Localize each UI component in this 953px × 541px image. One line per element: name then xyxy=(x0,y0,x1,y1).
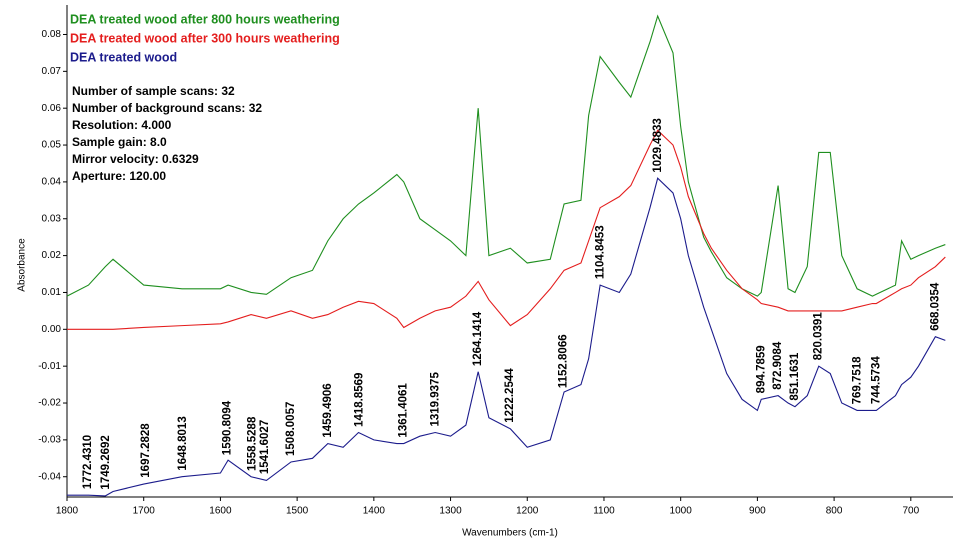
x-tick-label: 1600 xyxy=(209,506,232,517)
scan-info: Resolution: 4.000 xyxy=(72,118,172,132)
y-tick-label: 0.01 xyxy=(42,287,62,298)
peak-label: 894.7859 xyxy=(755,345,767,393)
x-tick-label: 1500 xyxy=(286,506,309,517)
x-tick-label: 800 xyxy=(826,506,843,517)
legend-entry: DEA treated wood after 800 hours weather… xyxy=(70,12,340,26)
peak-label: 1418.8569 xyxy=(353,373,365,427)
peak-label: 1648.8013 xyxy=(177,416,189,470)
peak-label: 1459.4906 xyxy=(322,383,334,437)
peak-label: 872.9084 xyxy=(772,341,784,390)
spectrum-line xyxy=(67,129,946,330)
peak-label: 1697.2828 xyxy=(140,423,152,478)
peak-label: 851.1631 xyxy=(789,352,801,401)
y-tick-label: 0.02 xyxy=(42,250,62,261)
y-axis-label: Absorbance xyxy=(17,238,28,292)
peak-label: 820.0391 xyxy=(813,312,825,361)
y-tick-label: -0.02 xyxy=(38,398,61,409)
legend-entry: DEA treated wood xyxy=(70,50,177,64)
x-tick-label: 700 xyxy=(902,506,919,517)
scan-info: Number of sample scans: 32 xyxy=(72,84,235,98)
peak-label: 1772.4310 xyxy=(82,435,94,489)
y-tick-label: -0.03 xyxy=(38,435,61,446)
peak-label: 1222.2544 xyxy=(504,368,516,423)
y-tick-label: -0.04 xyxy=(38,471,61,482)
x-tick-label: 900 xyxy=(749,506,766,517)
peak-label: 769.7518 xyxy=(851,356,863,405)
peak-label: 1541.6027 xyxy=(259,420,271,474)
y-tick-label: 0.05 xyxy=(42,140,62,151)
y-tick-label: 0.08 xyxy=(42,29,62,40)
scan-info: Aperture: 120.00 xyxy=(72,169,166,183)
y-tick-label: 0.00 xyxy=(42,324,62,335)
x-axis-label: Wavenumbers (cm-1) xyxy=(462,528,558,539)
peak-label: 1508.0057 xyxy=(285,402,297,456)
legend-entry: DEA treated wood after 300 hours weather… xyxy=(70,31,340,45)
x-tick-label: 1800 xyxy=(56,506,79,517)
y-tick-label: -0.01 xyxy=(38,361,61,372)
scan-info: Sample gain: 8.0 xyxy=(72,135,167,149)
x-tick-label: 1100 xyxy=(593,506,615,517)
peak-label: 668.0354 xyxy=(929,282,941,331)
peak-label: 1029.4833 xyxy=(652,118,664,172)
peak-label: 1558.5288 xyxy=(246,416,258,471)
peak-label: 1749.2692 xyxy=(100,435,112,489)
peak-label: 1590.8094 xyxy=(222,400,234,455)
spectrum-line xyxy=(66,14,946,297)
y-tick-label: 0.04 xyxy=(42,177,62,188)
peak-label: 1361.4061 xyxy=(397,383,409,438)
x-tick-label: 1200 xyxy=(516,506,539,517)
scan-info: Number of background scans: 32 xyxy=(72,101,262,115)
spectrum-line xyxy=(67,177,946,497)
peak-label: 1104.8453 xyxy=(594,225,606,279)
peak-label: 1264.1414 xyxy=(472,311,484,366)
peak-label: 1319.9375 xyxy=(429,372,441,427)
x-tick-label: 1400 xyxy=(363,506,386,517)
y-tick-label: 0.06 xyxy=(42,103,62,114)
peak-label: 744.5734 xyxy=(871,356,883,405)
y-tick-label: 0.03 xyxy=(42,213,62,224)
x-tick-label: 1700 xyxy=(133,506,156,517)
y-tick-label: 0.07 xyxy=(42,66,62,77)
x-tick-label: 1300 xyxy=(439,506,462,517)
x-tick-label: 1000 xyxy=(670,506,693,517)
scan-info: Mirror velocity: 0.6329 xyxy=(72,152,199,166)
peak-label: 1152.8066 xyxy=(557,334,569,388)
